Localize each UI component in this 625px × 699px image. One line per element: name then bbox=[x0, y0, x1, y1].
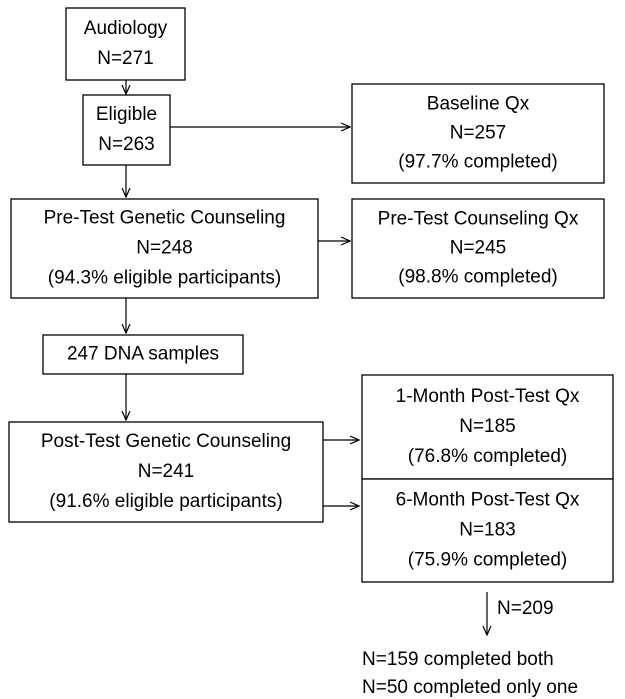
node-box bbox=[82, 94, 171, 166]
node-box bbox=[8, 421, 324, 523]
node-text: Pre-Test Genetic Counseling bbox=[44, 208, 286, 229]
node-text: (91.6% eligible participants) bbox=[49, 491, 282, 512]
node-text: 247 DNA samples bbox=[67, 344, 219, 365]
node-text: N=185 bbox=[459, 416, 516, 437]
node-box bbox=[361, 478, 614, 583]
node-text: (76.8% completed) bbox=[408, 446, 567, 467]
node-text: 1-Month Post-Test Qx bbox=[396, 386, 580, 407]
node-text: N=257 bbox=[450, 123, 507, 144]
node-text: N=271 bbox=[97, 48, 154, 69]
node-text: (75.9% completed) bbox=[408, 550, 567, 571]
node-text: (98.8% completed) bbox=[398, 267, 557, 288]
node-text: N=248 bbox=[136, 238, 193, 259]
node-text: Baseline Qx bbox=[427, 94, 530, 115]
node-box bbox=[65, 7, 186, 81]
node-box bbox=[42, 334, 244, 375]
node-text: Audiology bbox=[84, 18, 168, 39]
node-box bbox=[10, 198, 319, 299]
node-text: N=263 bbox=[98, 134, 155, 155]
footer-line: N=159 completed both bbox=[362, 649, 554, 670]
node-box bbox=[351, 198, 605, 299]
arrow-label: N=209 bbox=[497, 598, 554, 619]
node-text: N=245 bbox=[450, 238, 507, 259]
arrows bbox=[126, 80, 487, 635]
node-text: N=183 bbox=[459, 520, 516, 541]
node-text: 6-Month Post-Test Qx bbox=[396, 490, 580, 511]
node-text: N=241 bbox=[138, 461, 195, 482]
node-text: (97.7% completed) bbox=[398, 152, 557, 173]
node-box bbox=[351, 83, 605, 184]
node-text: Pre-Test Counseling Qx bbox=[378, 209, 579, 230]
node-text: Post-Test Genetic Counseling bbox=[41, 431, 291, 452]
node-text: (94.3% eligible participants) bbox=[48, 268, 281, 289]
footer-line: N=50 completed only one bbox=[362, 677, 578, 698]
node-box bbox=[361, 374, 614, 480]
node-text: Eligible bbox=[96, 104, 157, 125]
